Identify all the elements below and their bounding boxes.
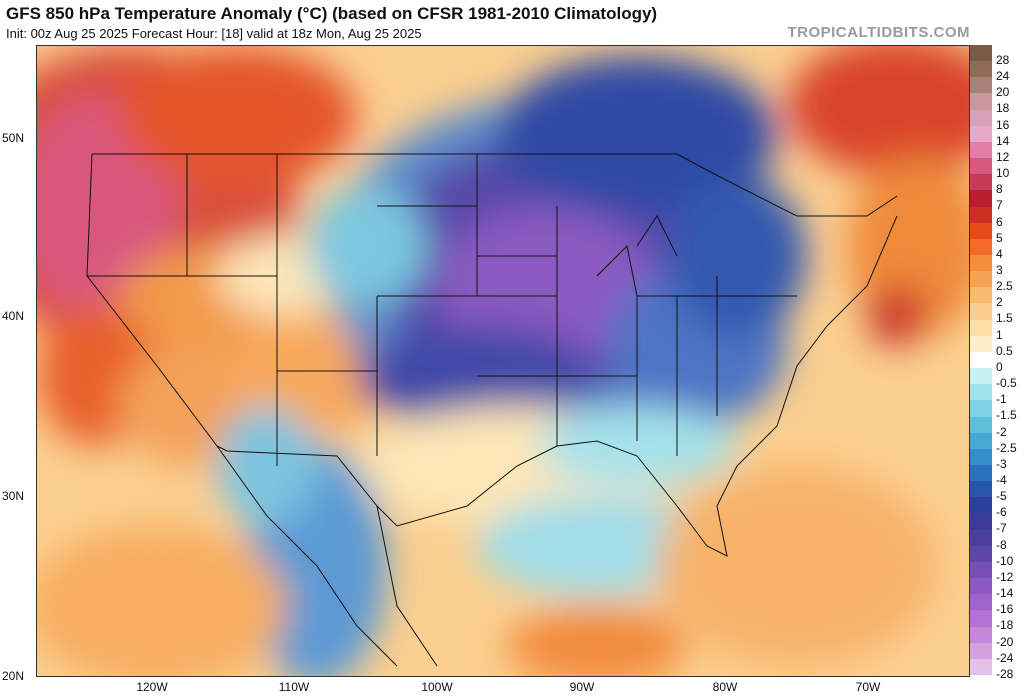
colorbar-label: 6	[996, 214, 1003, 229]
colorbar-swatch	[970, 561, 992, 579]
colorbar-swatch	[970, 416, 992, 434]
colorbar-label: -10	[996, 553, 1014, 568]
colorbar-label: 10	[996, 166, 1010, 181]
colorbar-swatch	[970, 529, 992, 547]
colorbar-swatch	[970, 448, 992, 466]
colorbar-swatch	[970, 319, 992, 337]
colorbar-label: -20	[996, 634, 1014, 649]
colorbar-swatch	[970, 109, 992, 127]
map-canvas	[37, 46, 969, 676]
colorbar-swatch	[970, 222, 992, 240]
lon-label: 80W	[712, 680, 738, 694]
lat-label: 50N	[2, 131, 25, 145]
colorbar-swatch	[970, 93, 992, 111]
lon-label: 110W	[278, 680, 310, 694]
map-subtitle: Init: 00z Aug 25 2025 Forecast Hour: [18…	[6, 26, 422, 41]
colorbar-label: 2	[996, 295, 1003, 310]
colorbar-swatch	[970, 255, 992, 272]
colorbar-label: -16	[996, 602, 1014, 617]
colorbar-label: -2.5	[996, 440, 1017, 455]
colorbar-label: -4	[996, 473, 1007, 487]
lat-label: 20N	[2, 669, 25, 683]
colorbar-label: 0	[996, 359, 1003, 374]
colorbar-label: -18	[996, 618, 1014, 633]
colorbar-swatch	[970, 77, 992, 94]
colorbar-label: 5	[996, 230, 1003, 245]
colorbar-label: -14	[996, 586, 1014, 601]
colorbar-label: 0.5	[996, 343, 1013, 358]
colorbar-swatch	[970, 206, 992, 224]
colorbar-swatch	[970, 351, 992, 369]
colorbar-label: -1	[996, 392, 1007, 407]
lat-label: 30N	[2, 489, 25, 503]
colorbar-swatch	[970, 141, 992, 159]
colorbar-swatch	[970, 125, 992, 143]
colorbar-swatch	[970, 400, 992, 418]
colorbar-swatch	[970, 465, 992, 482]
colorbar-label: 12	[996, 149, 1010, 164]
colorbar-swatch	[970, 658, 992, 676]
boundaries	[86, 153, 898, 667]
colorbar-label: 16	[996, 117, 1010, 132]
colorbar-label: -24	[996, 650, 1014, 665]
colorbar-swatch	[970, 626, 992, 644]
colorbar-label: -28	[996, 666, 1014, 681]
colorbar-label: -12	[996, 569, 1014, 584]
colorbar-label: 3	[996, 263, 1003, 277]
lon-label: 90W	[569, 680, 595, 694]
colorbar-swatch	[970, 271, 992, 288]
colorbar-swatch	[970, 578, 992, 595]
colorbar-swatch	[970, 594, 992, 611]
anomaly-map	[36, 45, 970, 677]
colorbar-label: 24	[996, 69, 1010, 84]
lat-label: 40N	[2, 309, 25, 323]
colorbar-label: 1	[996, 327, 1003, 342]
colorbar-swatch	[970, 287, 992, 304]
lon-label: 120W	[136, 680, 168, 694]
colorbar-label: -0.5	[996, 376, 1017, 391]
colorbar-label: -3	[996, 456, 1007, 471]
colorbar-swatch	[970, 45, 992, 62]
lon-label: 70W	[855, 680, 881, 694]
colorbar-swatch	[970, 158, 992, 175]
colorbar-label: -8	[996, 537, 1007, 552]
colorbar-swatch	[970, 335, 992, 353]
colorbar-swatch	[970, 481, 992, 498]
colorbar-swatch	[970, 61, 992, 78]
colorbar-swatch	[970, 642, 992, 660]
colorbar-swatch	[970, 432, 992, 450]
colorbar-label: -2	[996, 424, 1007, 439]
colorbar-swatch	[970, 497, 992, 514]
colorbar-swatch	[970, 238, 992, 256]
colorbar-label: 2.5	[996, 279, 1013, 294]
colorbar-swatch	[970, 303, 992, 321]
lon-label: 100W	[421, 680, 453, 694]
colorbar-label: 1.5	[996, 311, 1013, 326]
colorbar-label: 28	[996, 53, 1010, 67]
colorbar-label: -6	[996, 505, 1007, 520]
colorbar-swatch	[970, 384, 992, 401]
colorbar-swatch	[970, 610, 992, 628]
colorbar-label: 7	[996, 198, 1003, 213]
colorbar-label: 14	[996, 133, 1010, 148]
colorbar-swatch	[970, 368, 992, 385]
colorbar-label: 20	[996, 85, 1010, 100]
colorbar-swatch	[970, 190, 992, 208]
colorbar	[970, 45, 992, 676]
colorbar-label: -1.5	[996, 408, 1017, 423]
colorbar-label: 4	[996, 246, 1003, 261]
colorbar-label: -7	[996, 521, 1007, 536]
map-title: GFS 850 hPa Temperature Anomaly (°C) (ba…	[6, 4, 658, 23]
colorbar-swatch	[970, 545, 992, 563]
site-credit: TROPICALTIDBITS.COM	[787, 24, 970, 41]
colorbar-label: -5	[996, 489, 1007, 504]
colorbar-label: 8	[996, 182, 1003, 197]
colorbar-swatch	[970, 513, 992, 531]
colorbar-swatch	[970, 174, 992, 191]
colorbar-label: 18	[996, 101, 1010, 116]
